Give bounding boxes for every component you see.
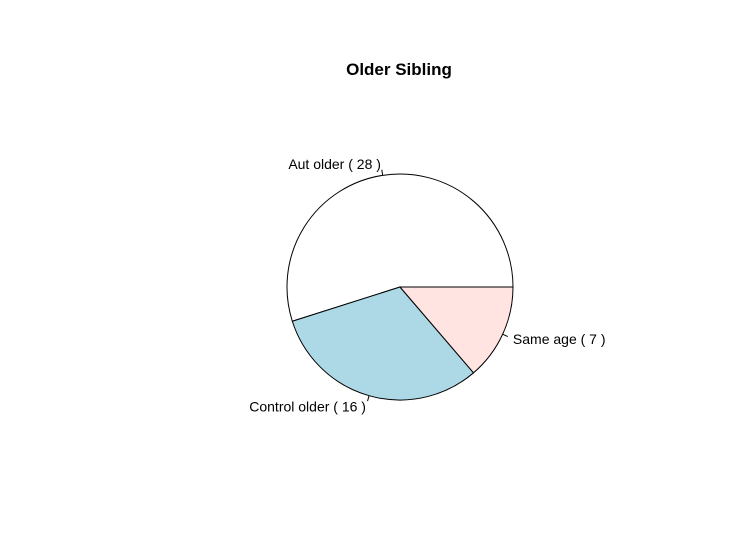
slice-labels: Aut older ( 28 ) Control older ( 16 ) Same… xyxy=(249,156,605,414)
slice-label-control-older-16: Control older ( 16 ) xyxy=(249,399,366,415)
leader-line-control-older-16 xyxy=(367,395,370,402)
label-leader-lines xyxy=(367,169,508,402)
leader-line-same-age-7 xyxy=(502,333,508,338)
slice-label-aut-older-28: Aut older ( 28 ) xyxy=(288,156,381,172)
pie-slice-control-older-16 xyxy=(291,286,475,401)
pie-slices xyxy=(286,173,514,401)
slice-label-same-age-7: Same age ( 7 ) xyxy=(513,331,606,347)
leader-line-aut-older-28 xyxy=(381,169,384,176)
chart-title: Older Sibling xyxy=(346,60,452,79)
pie-slice-aut-older-28 xyxy=(286,173,514,322)
